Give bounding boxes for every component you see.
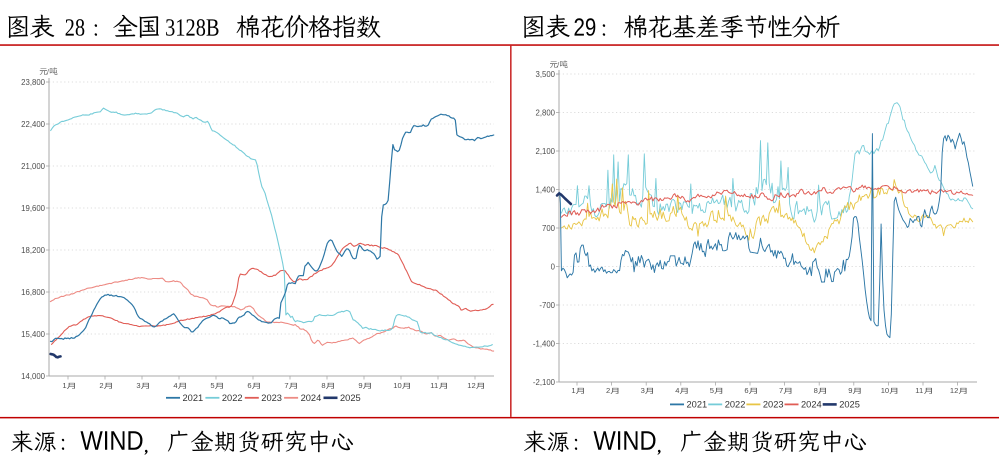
- svg-text:14,000: 14,000: [21, 372, 46, 381]
- svg-text:22,400: 22,400: [21, 120, 46, 129]
- svg-text:2021: 2021: [687, 400, 708, 410]
- svg-text:11: 11: [430, 381, 438, 390]
- svg-text:19,600: 19,600: [21, 204, 46, 213]
- svg-text:11: 11: [915, 386, 923, 395]
- svg-text:3: 3: [641, 386, 645, 395]
- svg-text:2023: 2023: [763, 400, 784, 410]
- svg-text:0: 0: [551, 262, 556, 271]
- svg-text:10: 10: [881, 386, 889, 395]
- svg-text:5: 5: [210, 381, 214, 390]
- svg-text:2,800: 2,800: [535, 108, 555, 117]
- svg-text:6: 6: [247, 381, 251, 390]
- svg-text:8: 8: [321, 381, 325, 390]
- svg-text:1,400: 1,400: [535, 185, 555, 194]
- svg-text:3,500: 3,500: [535, 70, 555, 79]
- svg-text:8: 8: [814, 386, 818, 395]
- svg-text:1: 1: [571, 386, 575, 395]
- svg-text:5: 5: [710, 386, 714, 395]
- svg-text:2: 2: [99, 381, 103, 390]
- svg-text:1: 1: [62, 381, 66, 390]
- svg-text:2021: 2021: [183, 393, 204, 403]
- svg-text:2024: 2024: [801, 400, 822, 410]
- svg-text:2024: 2024: [301, 393, 322, 403]
- svg-text:9: 9: [358, 381, 362, 390]
- svg-text:23,800: 23,800: [21, 78, 46, 87]
- svg-text:4: 4: [173, 381, 177, 390]
- svg-text:-1,400: -1,400: [533, 339, 556, 348]
- svg-text:7: 7: [779, 386, 783, 395]
- svg-text:2025: 2025: [340, 393, 361, 403]
- svg-text:6: 6: [744, 386, 748, 395]
- svg-text:21,000: 21,000: [21, 162, 46, 171]
- svg-text:10: 10: [393, 381, 401, 390]
- svg-text:3: 3: [136, 381, 140, 390]
- svg-text:/: /: [47, 67, 50, 76]
- svg-text:7: 7: [284, 381, 288, 390]
- svg-text:2022: 2022: [222, 393, 243, 403]
- svg-text:2: 2: [606, 386, 610, 395]
- svg-text:18,200: 18,200: [21, 246, 46, 255]
- svg-text:12: 12: [467, 381, 475, 390]
- svg-text:/: /: [557, 60, 560, 69]
- svg-text:9: 9: [848, 386, 852, 395]
- svg-text:2025: 2025: [839, 400, 860, 410]
- svg-text:15,400: 15,400: [21, 330, 46, 339]
- svg-text:16,800: 16,800: [21, 288, 46, 297]
- svg-text:2022: 2022: [725, 400, 746, 410]
- svg-text:-2,100: -2,100: [533, 378, 556, 387]
- svg-text:12: 12: [950, 386, 958, 395]
- svg-text:2023: 2023: [261, 393, 282, 403]
- svg-text:2,100: 2,100: [535, 147, 555, 156]
- svg-text:4: 4: [675, 386, 679, 395]
- svg-text:700: 700: [542, 224, 556, 233]
- svg-text:-700: -700: [539, 301, 555, 310]
